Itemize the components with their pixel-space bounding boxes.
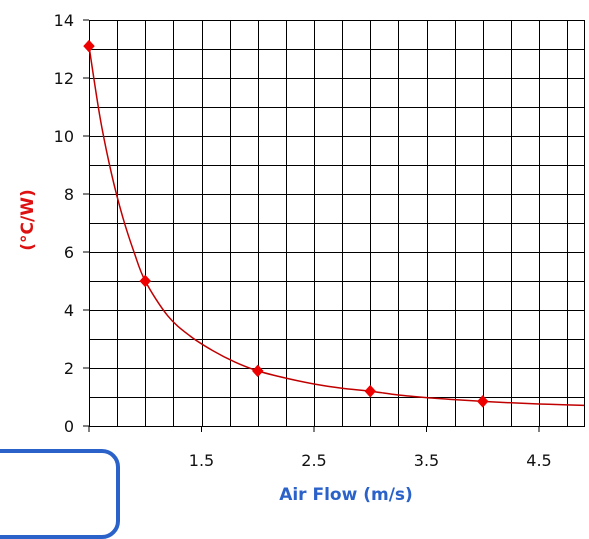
y-tick-label: 10 xyxy=(54,127,74,146)
plot-frame xyxy=(89,20,585,427)
y-tick-label: 6 xyxy=(64,243,74,262)
y-tick-label: 4 xyxy=(64,301,74,320)
data-point xyxy=(83,39,95,53)
x-tick-label: 3.5 xyxy=(414,451,439,470)
series-line xyxy=(88,45,585,407)
y-tick-label: 14 xyxy=(54,11,74,30)
x-axis-title: Air Flow (m/s) xyxy=(279,485,413,505)
y-tick-label: 0 xyxy=(64,417,74,436)
data-point xyxy=(476,394,489,408)
x-tick-label: 4.5 xyxy=(526,451,551,470)
y-tick-label: 8 xyxy=(64,185,74,204)
data-point xyxy=(251,364,264,378)
y-tick-label: 2 xyxy=(64,359,74,378)
data-point xyxy=(364,384,377,398)
grid xyxy=(89,20,585,427)
y-tick-labels: 0 2 4 6 8 10 12 14 xyxy=(54,11,89,436)
y-tick-label: 12 xyxy=(54,69,74,88)
cutoff-panel-corner xyxy=(0,449,120,539)
y-axis-title: (°C/W) xyxy=(18,189,38,250)
x-tick-labels: 0.51.52.53.54.5 xyxy=(76,426,552,470)
data-point xyxy=(139,274,152,288)
x-tick-label: 2.5 xyxy=(301,451,326,470)
data-points xyxy=(83,39,489,408)
x-tick-label: 1.5 xyxy=(189,451,214,470)
series-curve xyxy=(88,45,585,407)
